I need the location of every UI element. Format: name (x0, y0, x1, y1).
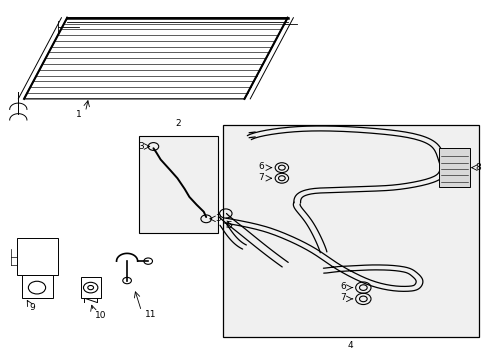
Text: 6: 6 (257, 162, 263, 171)
Bar (438, 148, 469, 187)
Bar (81, 277, 101, 298)
Text: 7: 7 (340, 293, 346, 302)
Text: 11: 11 (145, 310, 157, 319)
Bar (223, 125, 478, 337)
Text: 8: 8 (474, 163, 480, 172)
Bar (21, 275, 53, 298)
Text: 3: 3 (215, 214, 221, 223)
Text: 10: 10 (95, 311, 106, 320)
Text: 5: 5 (226, 221, 232, 230)
Text: 6: 6 (340, 282, 346, 291)
Text: 4: 4 (346, 341, 352, 350)
Text: 7: 7 (257, 173, 263, 182)
Bar (139, 136, 218, 233)
Text: 3: 3 (138, 142, 143, 151)
Text: 1: 1 (76, 110, 82, 119)
Text: 9: 9 (30, 302, 36, 311)
Text: 2: 2 (175, 119, 181, 128)
FancyBboxPatch shape (17, 238, 58, 275)
